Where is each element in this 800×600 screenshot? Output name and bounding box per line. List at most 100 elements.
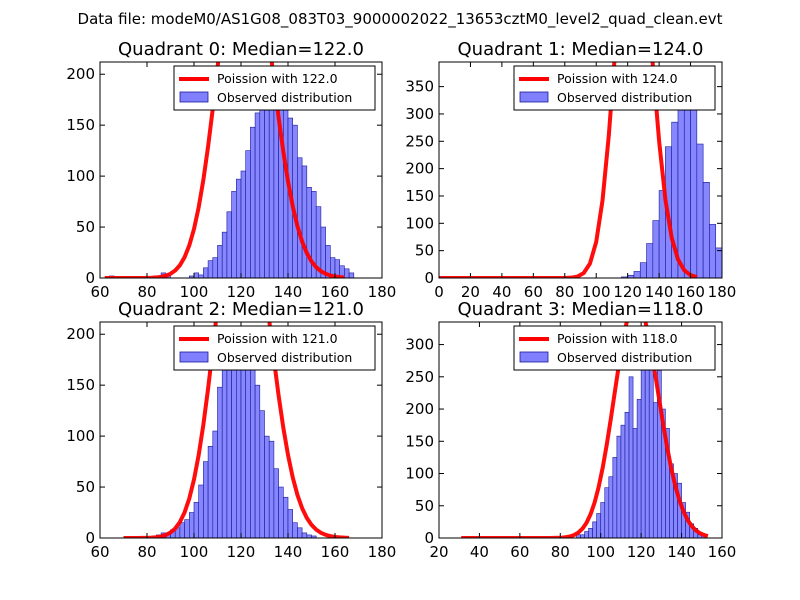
y-tick-label: 0	[424, 529, 434, 547]
legend-line-label: Poission with 121.0	[217, 331, 338, 346]
histogram-bar	[193, 272, 199, 278]
x-tick-label: 160	[708, 543, 737, 561]
histogram-bar	[715, 247, 722, 278]
x-tick-label: 80	[137, 283, 156, 301]
histogram-bar	[646, 243, 654, 278]
poisson-curve	[123, 322, 350, 538]
x-tick-label: 140	[667, 543, 696, 561]
poisson-curve	[461, 322, 709, 538]
x-tick-label: 100	[180, 543, 209, 561]
legend-bar-label: Observed distribution	[217, 90, 352, 105]
histogram-bar	[652, 220, 660, 278]
histogram-bar	[193, 502, 199, 538]
legend: Poission with 122.0 Observed distribution	[173, 65, 376, 111]
histogram-bar	[245, 344, 251, 538]
histogram-bar	[584, 531, 589, 538]
y-tick-label: 300	[405, 105, 434, 123]
histogram-bar	[212, 430, 218, 538]
histogram-bar	[179, 522, 185, 538]
legend: Poission with 121.0 Observed distribution	[173, 325, 376, 371]
histogram-bar	[226, 211, 232, 278]
histogram-bar	[600, 502, 606, 538]
histogram-bar	[282, 104, 289, 278]
x-tick-label: 140	[274, 543, 303, 561]
histogram-bar	[696, 143, 704, 278]
y-tick-label: 300	[405, 336, 434, 354]
x-tick-label: 160	[321, 283, 350, 301]
y-tick-label: 0	[424, 269, 434, 287]
panel-quadrant-1: 0 20 40 60 80 100 120 140 160 1800501001502002503…	[405, 39, 737, 301]
panel-title: Quadrant 2: Median=121.0	[118, 299, 364, 320]
histogram-bar	[259, 410, 265, 538]
histogram-bar	[677, 99, 685, 278]
histogram-bar	[640, 344, 646, 538]
legend-box	[173, 65, 376, 111]
histogram-bar	[702, 182, 710, 278]
legend-box	[513, 325, 716, 371]
y-tick-label: 150	[405, 187, 434, 205]
legend-line-label: Poission with 122.0	[217, 71, 338, 86]
x-tick-label: 0	[434, 283, 444, 301]
histogram-bar	[221, 231, 228, 278]
x-tick-label: 100	[582, 283, 611, 301]
histogram-bar	[632, 428, 638, 538]
histogram-bar	[297, 157, 303, 278]
y-tick-label: 200	[405, 400, 434, 418]
x-tick-label: 180	[708, 283, 737, 301]
histogram-bar	[311, 535, 317, 538]
x-tick-label: 100	[586, 543, 615, 561]
y-tick-label: 150	[66, 116, 95, 134]
histogram-bar	[596, 513, 602, 538]
panel-title: Quadrant 3: Median=118.0	[458, 299, 704, 320]
x-tick-label: 80	[555, 283, 574, 301]
histogram-bar	[273, 468, 279, 538]
y-tick-label: 250	[405, 368, 434, 386]
histogram-bar	[297, 527, 303, 538]
histogram-bar	[207, 260, 214, 278]
histogram-bar	[212, 257, 218, 278]
panel-quadrant-3: 20 40 60 80 100 120 140 160 0 50 100 150 200 250 300 Qu…	[405, 299, 736, 561]
y-tick-label: 250	[405, 132, 434, 150]
plot-area	[461, 322, 709, 538]
y-tick-label: 50	[415, 242, 434, 260]
panel-quadrant-0: 60 80 100 120 140 160 180 0 50 100 150 200 Quadrant …	[66, 39, 396, 301]
legend-bar-swatch	[519, 351, 549, 363]
x-tick-label: 20	[429, 543, 448, 561]
panel-quadrant-2: 60 80 100 120 140 160 180 0 50 100 150 200 Quadrant …	[66, 299, 396, 561]
x-tick-label: 20	[461, 283, 480, 301]
histogram-bar	[588, 528, 593, 538]
x-tick-label: 80	[551, 543, 570, 561]
histogram-bar	[221, 369, 228, 538]
plot-area	[104, 62, 355, 278]
histogram-bar	[608, 476, 614, 538]
histogram-bar	[301, 165, 308, 278]
x-tick-label: 120	[227, 543, 256, 561]
histogram-bar	[709, 224, 717, 278]
legend-bar-swatch	[179, 351, 209, 363]
legend-line-label: Poission with 118.0	[557, 331, 678, 346]
x-tick-label: 80	[137, 543, 156, 561]
histogram-bar	[254, 112, 261, 278]
histogram-bar	[278, 486, 284, 538]
x-tick-label: 120	[227, 283, 256, 301]
histogram-bar	[236, 178, 242, 278]
legend-bar-label: Observed distribution	[217, 350, 352, 365]
axes-frame	[438, 321, 723, 539]
histogram-bar	[240, 170, 246, 278]
histogram-bar	[217, 245, 223, 278]
histogram-bar	[592, 521, 597, 538]
panel-title: Quadrant 0: Median=122.0	[118, 39, 364, 60]
histogram-bar	[344, 268, 350, 278]
histogram-bar	[217, 386, 223, 538]
y-tick-label: 200	[66, 65, 95, 83]
y-tick-label: 350	[405, 78, 434, 96]
x-tick-label: 60	[90, 283, 109, 301]
y-tick-label: 200	[405, 160, 434, 178]
histogram-bar	[189, 512, 195, 538]
x-tick-label: 60	[524, 283, 543, 301]
x-tick-label: 40	[470, 543, 489, 561]
y-tick-label: 100	[66, 167, 95, 185]
panels: 60 80 100 120 140 160 180050100150200Quadrant …	[66, 39, 737, 561]
histogram-bar	[250, 359, 256, 538]
